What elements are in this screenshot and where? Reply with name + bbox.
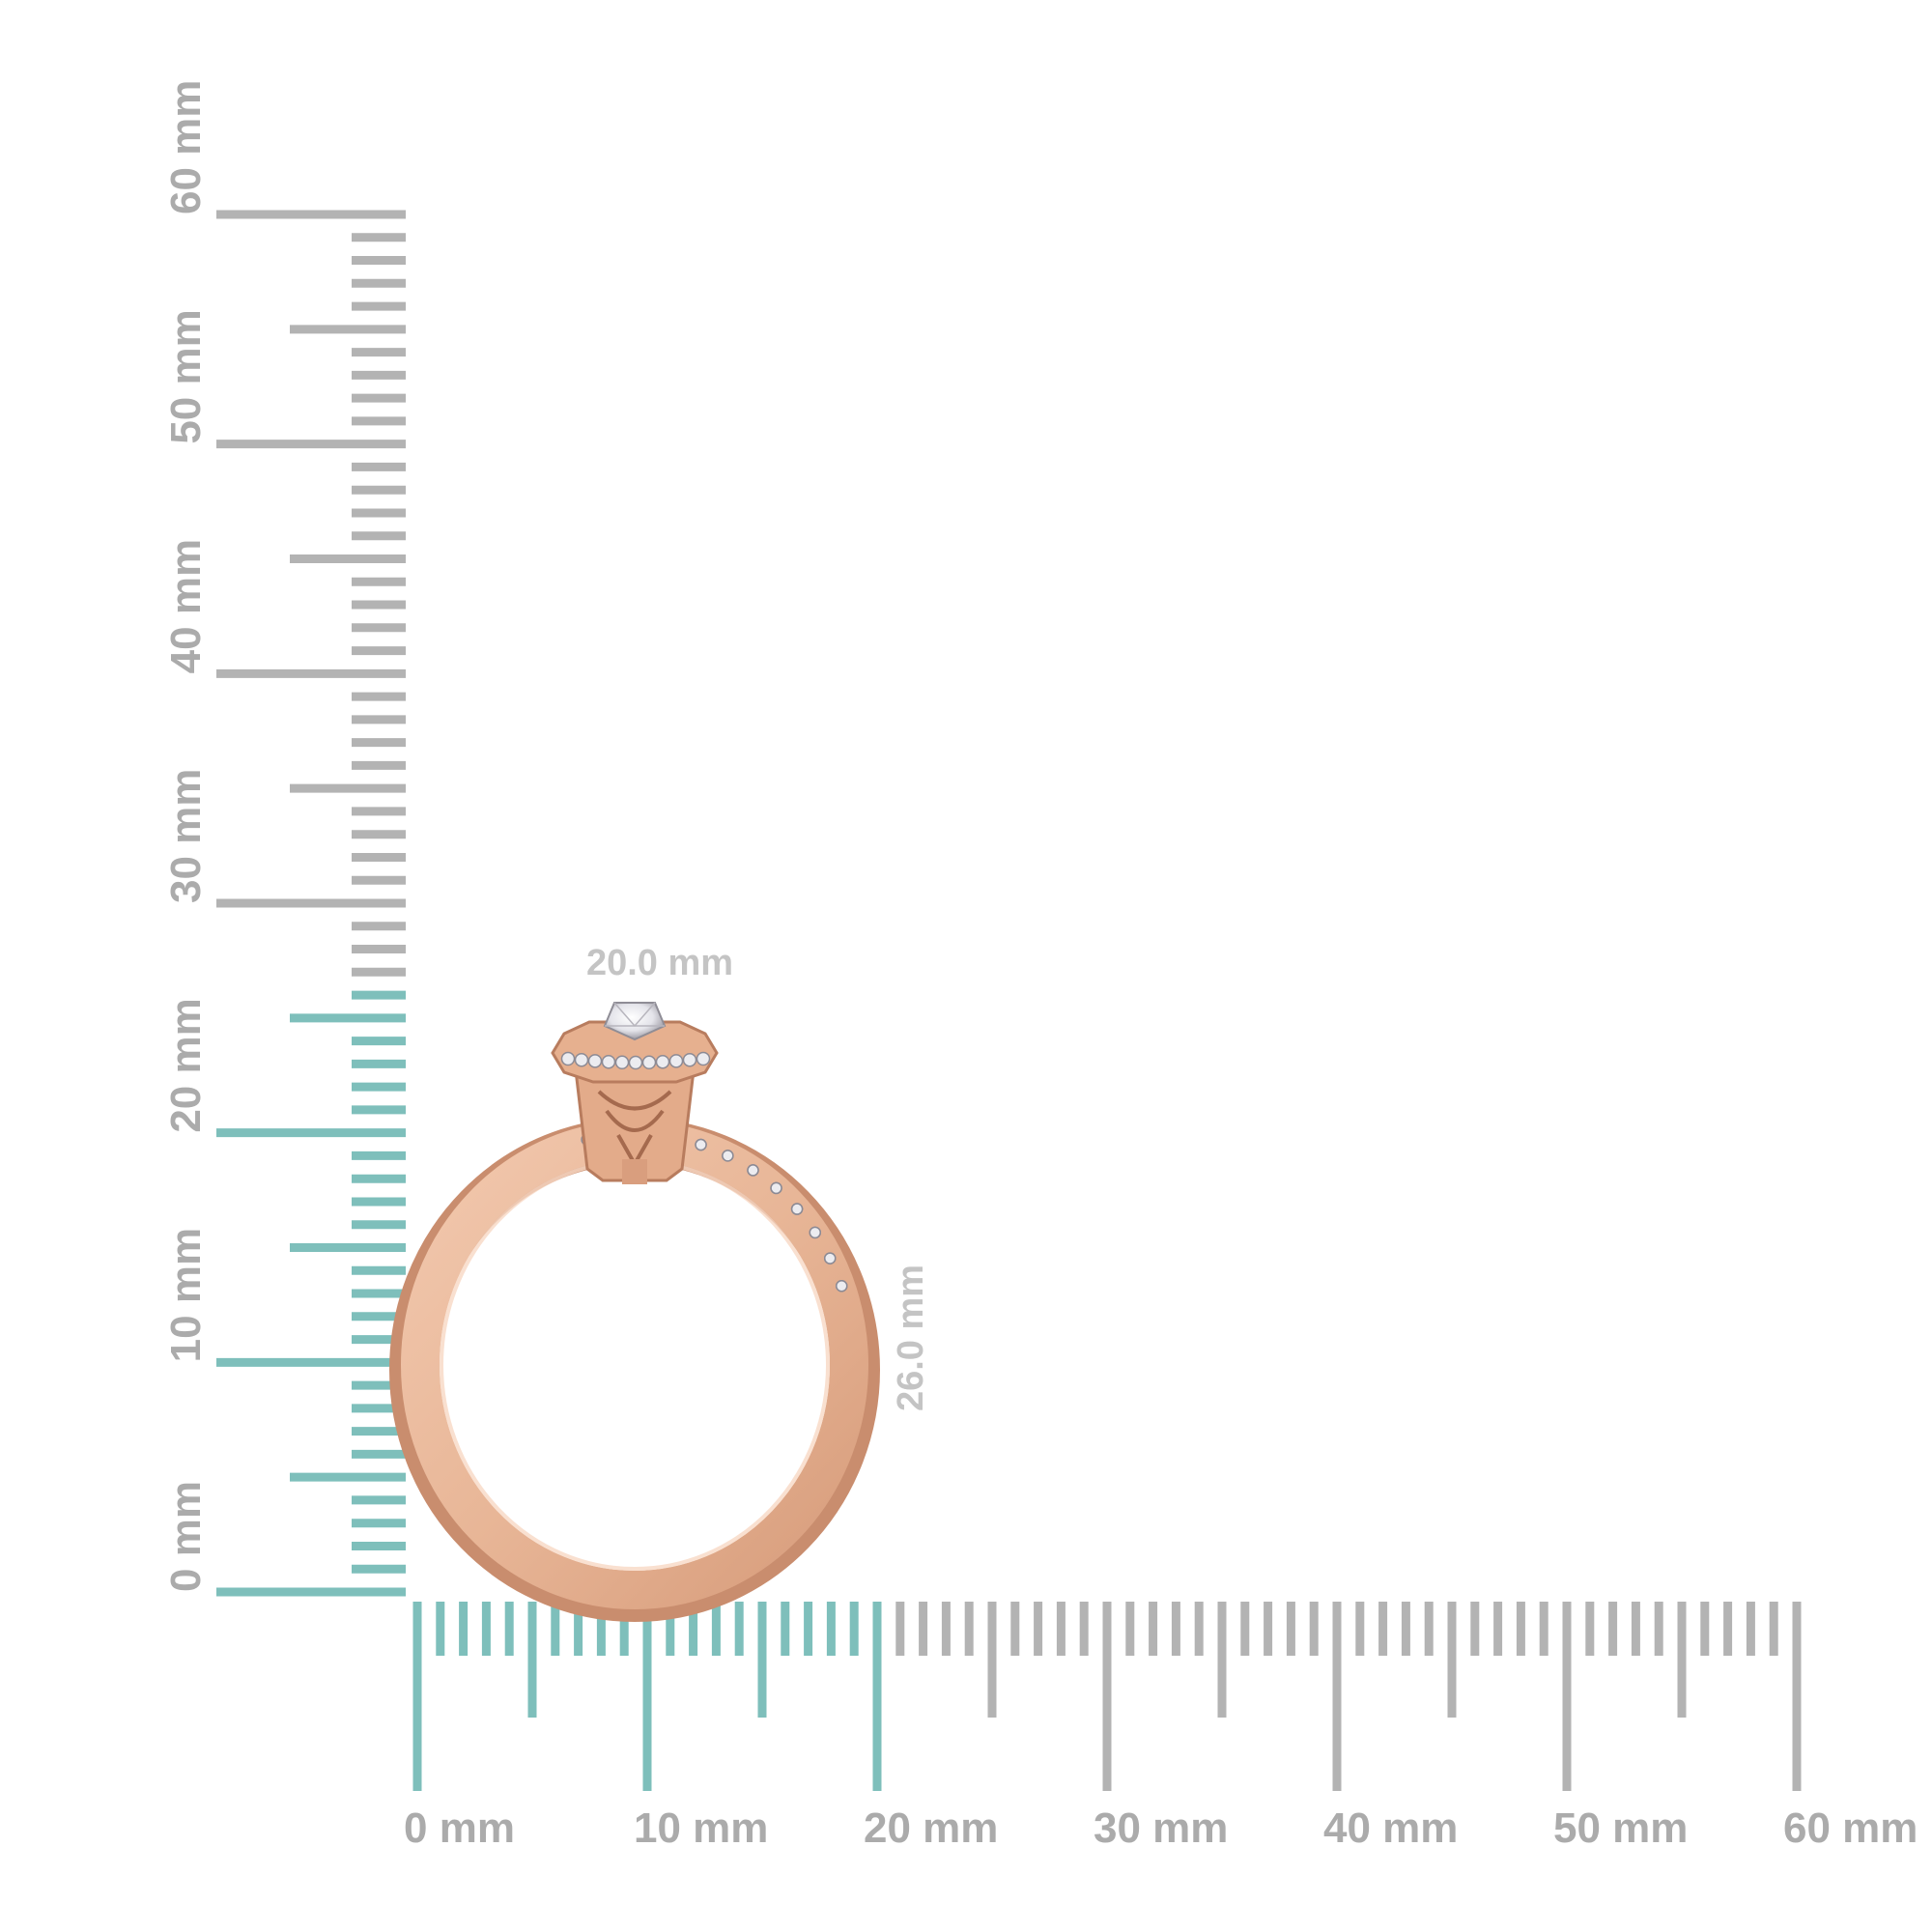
pave-stone <box>695 1138 707 1151</box>
pave-stone <box>823 1252 837 1264</box>
horizontal-scale-label: 30 mm <box>1094 1804 1228 1852</box>
pave-stone <box>560 1051 576 1066</box>
ring-band <box>401 1121 868 1609</box>
pave-stone <box>790 1203 804 1215</box>
pave-stone <box>574 1052 589 1067</box>
pave-stone <box>641 1055 657 1070</box>
pave-stone <box>587 1054 603 1068</box>
pave-stone <box>628 1055 643 1070</box>
horizontal-scale-labels: 0 mm 10 mm 20 mm 30 mm 40 mm 50 mm 60 mm <box>404 1804 1918 1852</box>
vertical-scale-label: 20 mm <box>162 998 210 1132</box>
pave-stone <box>770 1181 782 1195</box>
ring-basket <box>574 1068 696 1184</box>
width-measure-label: 20.0 mm <box>586 943 733 983</box>
horizontal-scale-label: 60 mm <box>1783 1804 1918 1852</box>
pave-stone <box>747 1164 759 1177</box>
pave-stone <box>655 1054 670 1069</box>
vertical-scale-ticks <box>216 210 406 1597</box>
horizontal-scale-label: 10 mm <box>634 1804 768 1852</box>
vertical-scale-label: 60 mm <box>162 80 210 214</box>
horizontal-scale-label: 40 mm <box>1323 1804 1458 1852</box>
pave-stone <box>614 1055 630 1070</box>
vertical-scale-label: 0 mm <box>162 1481 210 1592</box>
vertical-scale-label: 40 mm <box>162 539 210 673</box>
pave-stone <box>835 1280 848 1293</box>
ring-image <box>389 1002 880 1622</box>
horizontal-scale-label: 0 mm <box>404 1804 515 1852</box>
horizontal-scale-label: 50 mm <box>1553 1804 1688 1852</box>
horizontal-scale-label: 20 mm <box>864 1804 998 1852</box>
pave-stone <box>722 1150 734 1162</box>
vertical-scale-label: 30 mm <box>162 769 210 903</box>
vertical-scale-label: 10 mm <box>162 1228 210 1362</box>
vertical-scale-label: 50 mm <box>162 309 210 443</box>
ring-halo <box>551 1020 719 1084</box>
center-stone <box>603 1002 667 1041</box>
pave-stone <box>601 1054 616 1069</box>
height-measure-label: 26.0 mm <box>891 1264 931 1411</box>
pave-stone <box>668 1054 684 1068</box>
vertical-scale-labels: 0 mm 10 mm 20 mm 30 mm 40 mm 50 mm 60 mm <box>162 80 210 1592</box>
pave-stone <box>696 1051 711 1066</box>
horizontal-scale-ticks <box>412 1602 1802 1791</box>
pave-stone <box>682 1052 697 1067</box>
pave-stone <box>809 1226 822 1239</box>
